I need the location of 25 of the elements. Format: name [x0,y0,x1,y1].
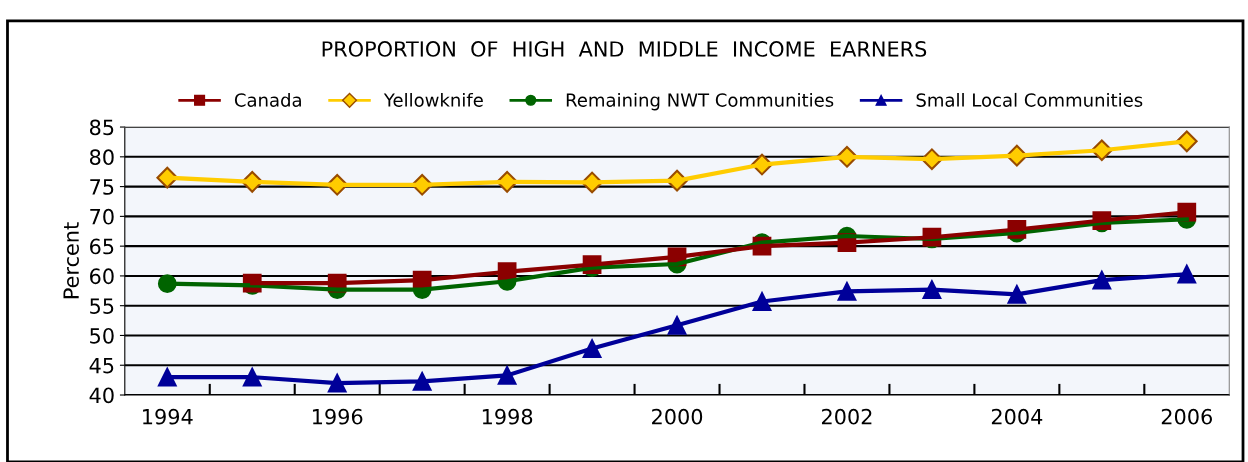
legend-label: Yellowknife [383,92,483,107]
y-axis-title: Percent [63,222,79,299]
x-tick-label: 2006 [1161,408,1212,425]
y-tick-label: 50 [90,327,114,344]
y-tick-label: 40 [89,387,114,404]
x-tick-label: 1996 [312,408,363,425]
y-tick-label: 75 [90,179,114,195]
y-tick-label: 55 [90,298,114,314]
point [157,367,177,387]
x-tick-label: 2004 [991,408,1043,425]
legend-label: Remaining NWT Communities [566,92,834,111]
y-tick-label: 85 [89,119,114,136]
y-tick-label: 70 [90,208,114,225]
point [1177,264,1197,284]
y-tick-label: 80 [89,149,114,166]
y-tick-label: 60 [90,268,114,285]
y-tick-label: 45 [89,357,114,374]
x-tick-label: 1994 [143,408,193,425]
x-tick-label: 1998 [482,408,533,425]
chart-title: PROPORTION OF HIGH AND MIDDLE INCOME EARNERS [322,41,927,57]
y-tick-label: 65 [90,238,114,255]
x-tick-label: 2000 [652,408,703,425]
legend-label: Small Local Communities [916,92,1143,107]
legend-label: Canada [234,92,301,107]
x-tick-label: 2002 [821,408,872,425]
